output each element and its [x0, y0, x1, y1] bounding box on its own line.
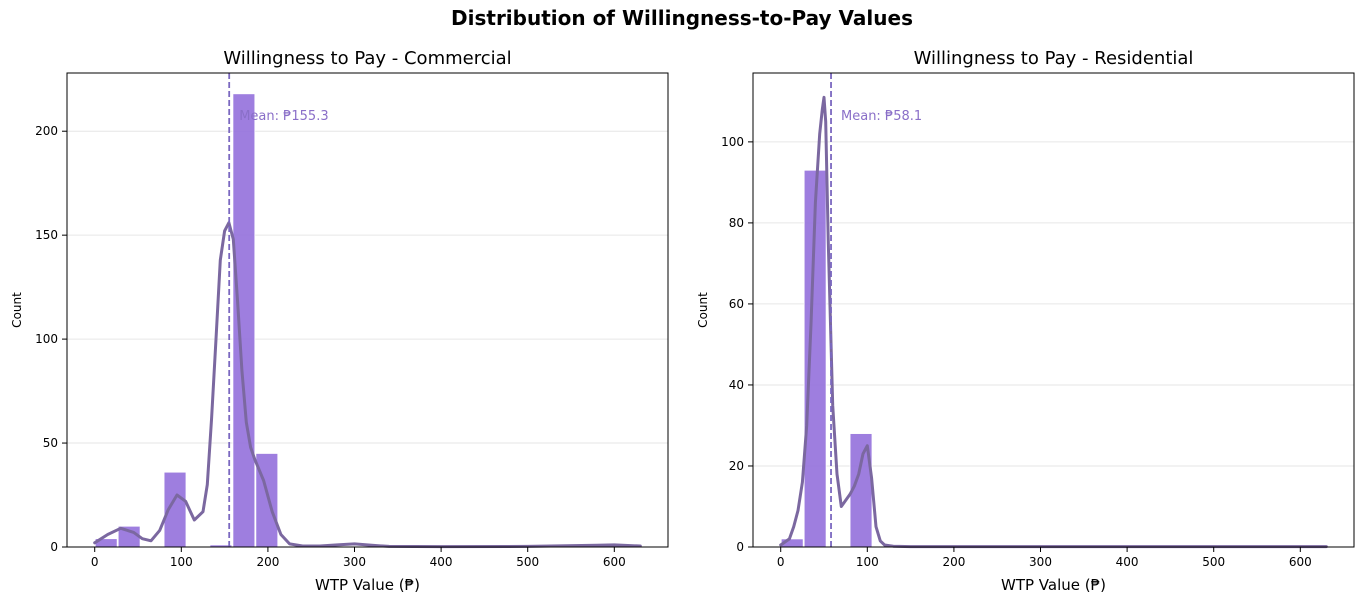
y-tick-label: 20	[729, 459, 744, 473]
y-axis-label: Count	[10, 292, 24, 328]
kde-curve	[779, 95, 1328, 549]
x-axis-label: WTP Value (₱)	[1001, 576, 1106, 594]
x-tick-label: 300	[343, 555, 366, 569]
kde-curve	[93, 221, 642, 549]
x-tick-label: 300	[1029, 555, 1052, 569]
x-tick-label: 200	[942, 555, 965, 569]
x-tick-label: 0	[91, 555, 99, 569]
mean-label: Mean: ₱155.3	[239, 109, 328, 124]
x-tick-label: 600	[603, 555, 626, 569]
histogram-bar	[232, 93, 256, 548]
x-tick-label: 400	[430, 555, 453, 569]
plot-frame	[66, 72, 669, 548]
figure-title: Distribution of Willingness-to-Pay Value…	[451, 6, 913, 30]
y-tick-label: 60	[729, 297, 744, 311]
x-tick-label: 200	[256, 555, 279, 569]
chart-title: Willingness to Pay - Commercial	[223, 48, 511, 69]
y-tick-label: 100	[35, 332, 58, 346]
y-tick-label: 0	[50, 540, 58, 554]
y-tick-label: 0	[736, 540, 744, 554]
y-tick-label: 100	[721, 135, 744, 149]
y-axis-label: Count	[696, 292, 710, 328]
x-tick-label: 500	[1202, 555, 1225, 569]
x-axis-label: WTP Value (₱)	[315, 576, 420, 594]
mean-label: Mean: ₱58.1	[841, 109, 922, 124]
chart-residential: Mean: ₱58.1 0 100 200 300 400 500 600 0 20 40 60 80 1…	[696, 48, 1355, 594]
y-tick-label: 80	[729, 216, 744, 230]
y-tick-label: 40	[729, 378, 744, 392]
x-tick-label: 0	[777, 555, 785, 569]
y-tick-label: 200	[35, 124, 58, 138]
x-tick-label: 500	[516, 555, 539, 569]
y-tick-label: 50	[43, 436, 58, 450]
chart-title: Willingness to Pay - Residential	[914, 48, 1194, 69]
x-tick-label: 600	[1289, 555, 1312, 569]
x-tick-label: 400	[1116, 555, 1139, 569]
x-tick-label: 100	[856, 555, 879, 569]
plot-frame	[752, 72, 1355, 548]
chart-commercial: Mean: ₱155.3 0 100 200 300 400 500 600 0 50 100 150…	[10, 48, 669, 594]
y-tick-label: 150	[35, 228, 58, 242]
x-tick-label: 100	[170, 555, 193, 569]
